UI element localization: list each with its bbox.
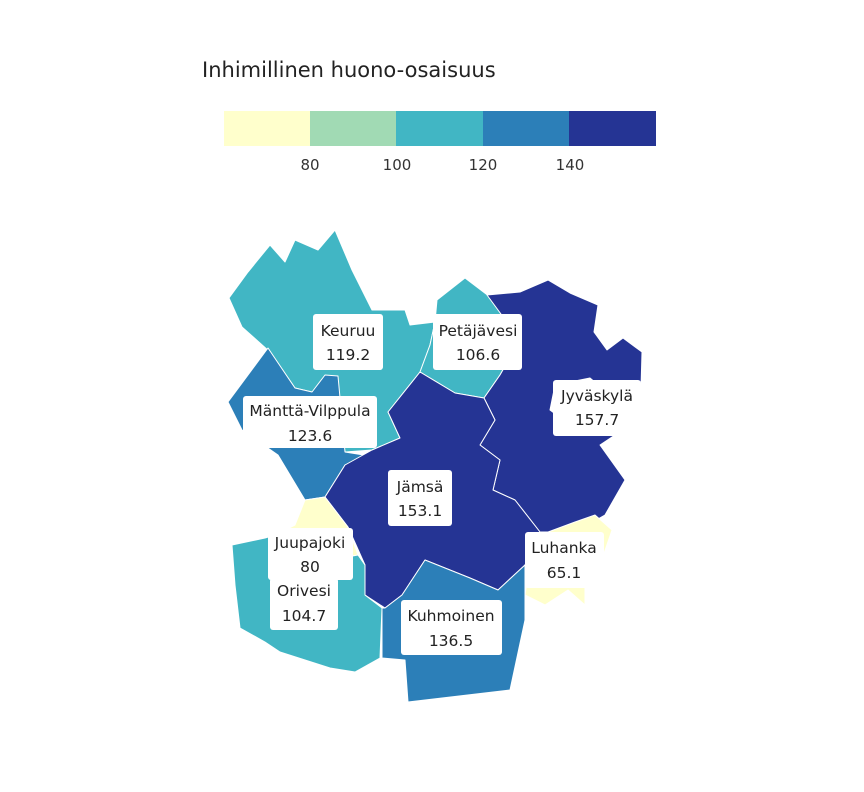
label-luhanka-value: 65.1 (547, 564, 582, 582)
legend: Inhimillinen huono-osaisuus 80 100 120 1… (202, 58, 656, 174)
label-jyvaskyla-name: Jyväskylä (560, 387, 633, 405)
label-petajavesi-name: Petäjävesi (439, 322, 518, 340)
label-jyvaskyla: Jyväskylä 157.7 (553, 380, 641, 436)
label-petajavesi: Petäjävesi 106.6 (433, 314, 522, 370)
label-jamsa-value: 153.1 (398, 502, 442, 520)
label-kuhmoinen-value: 136.5 (429, 632, 473, 650)
label-keuruu: Keuruu 119.2 (313, 314, 383, 370)
label-mantta-vilppula-value: 123.6 (288, 427, 332, 445)
label-orivesi-name: Orivesi (277, 582, 331, 600)
legend-tick-100: 100 (383, 156, 412, 174)
legend-swatch-1 (224, 111, 311, 146)
legend-title: Inhimillinen huono-osaisuus (202, 58, 496, 82)
legend-tick-80: 80 (300, 156, 319, 174)
legend-swatch-4 (483, 111, 570, 146)
label-juupajoki-value: 80 (300, 558, 320, 576)
label-orivesi: Orivesi 104.7 (270, 578, 338, 630)
label-luhanka: Luhanka 65.1 (525, 532, 604, 588)
legend-swatch-2 (310, 111, 397, 146)
label-kuhmoinen: Kuhmoinen 136.5 (401, 600, 502, 655)
label-jyvaskyla-value: 157.7 (575, 411, 619, 429)
region-labels: Keuruu 119.2 Petäjävesi 106.6 Jyväskylä … (243, 314, 641, 655)
label-mantta-vilppula-name: Mänttä-Vilppula (249, 402, 370, 420)
legend-swatch-5 (569, 111, 656, 146)
label-mantta-vilppula: Mänttä-Vilppula 123.6 (243, 396, 377, 448)
legend-tick-120: 120 (469, 156, 498, 174)
label-orivesi-value: 104.7 (282, 607, 326, 625)
label-juupajoki-name: Juupajoki (274, 534, 346, 552)
label-kuhmoinen-name: Kuhmoinen (407, 607, 494, 625)
legend-swatch-3 (396, 111, 484, 146)
legend-tick-140: 140 (556, 156, 585, 174)
label-juupajoki: Juupajoki 80 (268, 528, 353, 580)
label-keuruu-value: 119.2 (326, 346, 370, 364)
label-jamsa-name: Jämsä (396, 478, 444, 496)
label-luhanka-name: Luhanka (531, 539, 597, 557)
label-petajavesi-value: 106.6 (456, 346, 500, 364)
label-jamsa: Jämsä 153.1 (388, 470, 452, 526)
label-keuruu-name: Keuruu (321, 322, 376, 340)
